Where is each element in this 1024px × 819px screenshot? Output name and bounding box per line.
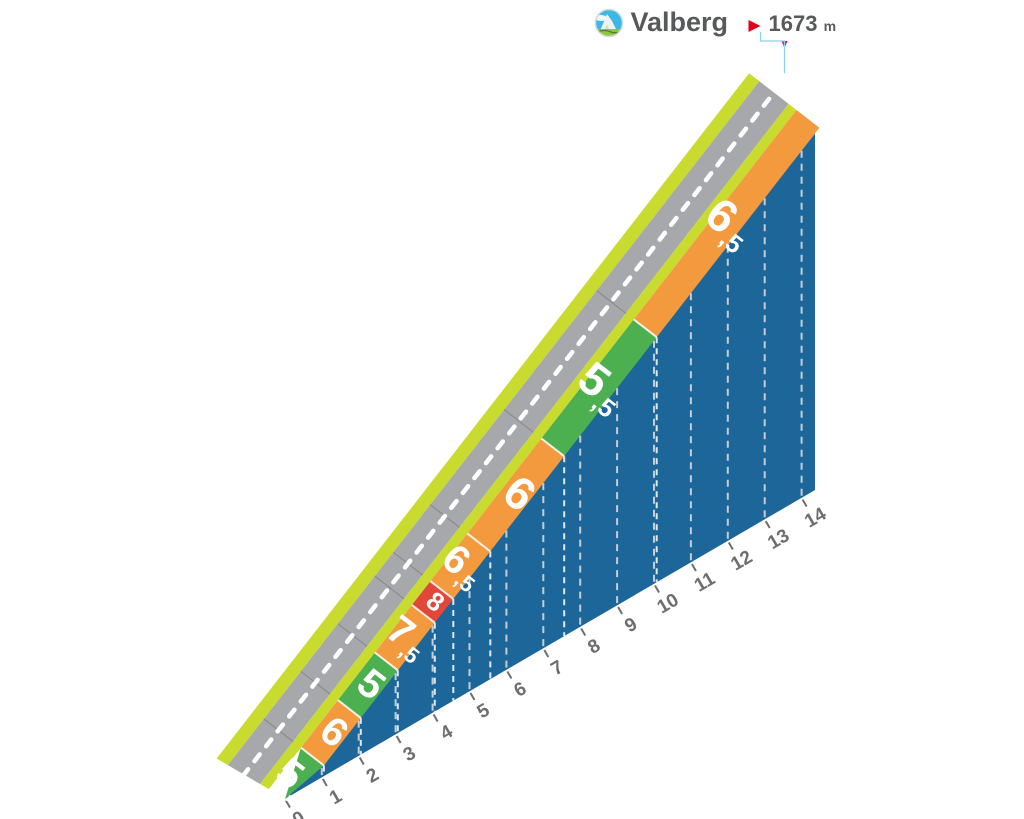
svg-text:8: 8 <box>584 635 604 658</box>
svg-text:5: 5 <box>474 700 494 724</box>
svg-text:14: 14 <box>801 503 830 532</box>
svg-text:3: 3 <box>400 743 420 766</box>
svg-text:6: 6 <box>511 678 531 701</box>
svg-text:7: 7 <box>548 657 568 680</box>
svg-text:Valberg: Valberg <box>631 7 729 37</box>
svg-text:13: 13 <box>764 525 793 554</box>
svg-text:1673 m: 1673 m <box>769 11 837 36</box>
svg-text:4: 4 <box>437 721 457 745</box>
svg-text:10: 10 <box>654 590 683 619</box>
svg-text:9: 9 <box>621 614 641 637</box>
svg-text:12: 12 <box>727 547 756 576</box>
svg-text:2: 2 <box>363 764 383 787</box>
svg-text:1: 1 <box>326 786 346 810</box>
svg-text:11: 11 <box>691 568 719 596</box>
